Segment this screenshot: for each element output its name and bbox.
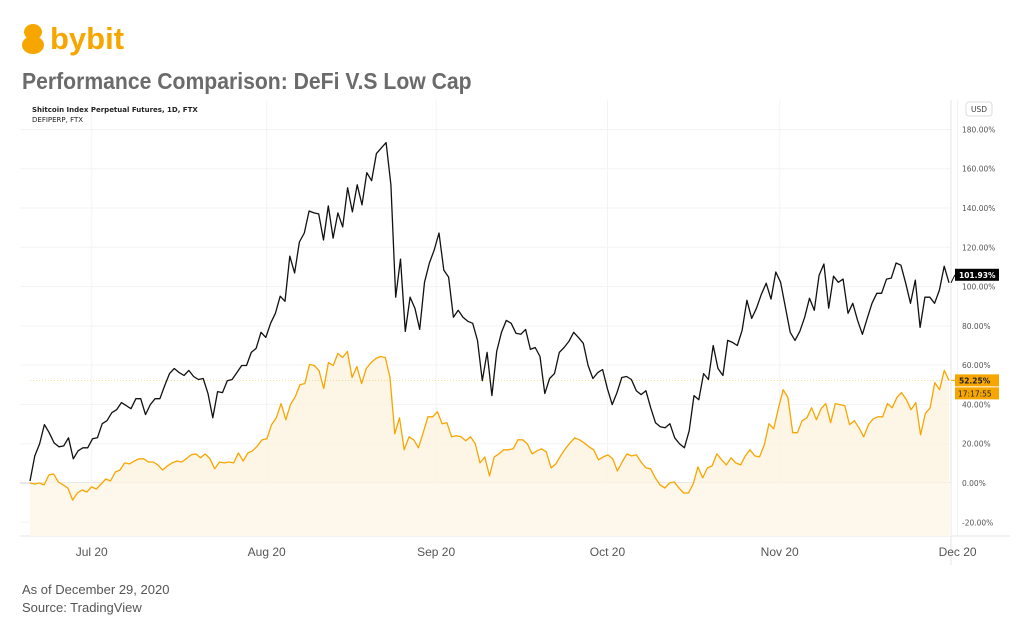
currency-button[interactable]	[965, 101, 993, 117]
x-tick-label: Oct 20	[590, 545, 626, 559]
y-tick-label: -20.00%	[962, 518, 993, 527]
y-tick-label: 180.00%	[962, 125, 995, 134]
series-line-shitcoin-index	[29, 141, 950, 482]
countdown-label: 17:17:55	[958, 389, 992, 398]
legend-series-1: Shitcoin Index Perpetual Futures, 1D, FT…	[32, 106, 198, 114]
series-line-defiperp	[29, 350, 950, 501]
bybit-logo-icon	[22, 24, 46, 54]
y-tick-label: 40.00%	[962, 400, 991, 409]
y-tick-label: 0.00%	[962, 479, 986, 488]
brand-name: bybit	[50, 21, 125, 56]
y-tick-label: 140.00%	[962, 204, 995, 213]
countdown-badge	[955, 387, 999, 400]
negative-fill	[30, 482, 951, 536]
bybit-logo: bybit	[22, 21, 125, 56]
badge-connector	[950, 274, 956, 284]
x-tick-label: Aug 20	[248, 545, 286, 559]
currency-label: USD	[971, 105, 987, 114]
y-tick-label: 100.00%	[962, 283, 995, 292]
y-tick-label: 20.00%	[962, 440, 991, 449]
y-tick-label: 80.00%	[962, 322, 991, 331]
y-tick-label: 120.00%	[962, 243, 995, 252]
y-tick-label: 60.00%	[962, 361, 991, 370]
as-of-date: As of December 29, 2020	[22, 582, 170, 597]
x-tick-label: Jul 20	[76, 545, 108, 559]
last-value-label: 52.25%	[959, 376, 991, 385]
page-title: Performance Comparison: DeFi V.S Low Cap	[22, 68, 472, 94]
legend-series-2: DEFIPERP, FTX	[32, 116, 83, 124]
x-tick-label: Nov 20	[761, 545, 799, 559]
last-value-label: 101.93%	[959, 271, 996, 280]
x-tick-label: Dec 20	[939, 545, 977, 559]
source: Source: TradingView	[22, 600, 142, 615]
last-value-badge	[955, 374, 999, 387]
series-fill-defiperp	[30, 351, 949, 501]
x-tick-label: Sep 20	[417, 545, 455, 559]
last-value-badge	[955, 268, 999, 281]
y-tick-label: 160.00%	[962, 165, 995, 174]
